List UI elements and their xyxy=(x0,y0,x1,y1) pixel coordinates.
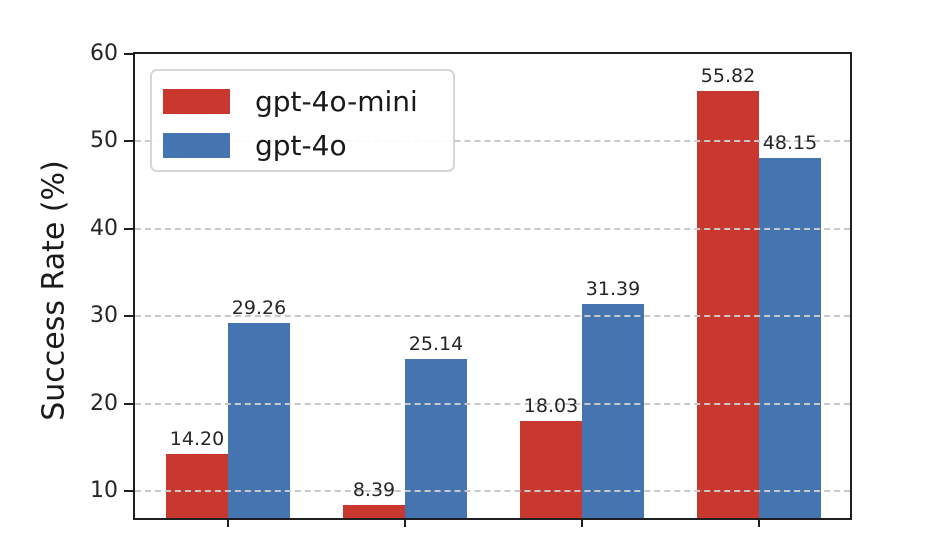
bar-gpt-4o-mini-group4 xyxy=(697,90,759,518)
bar-value-label-gpt-4o-mini-group3: 18.03 xyxy=(523,394,579,417)
bar-gpt-4o-group4 xyxy=(759,157,821,518)
x-tick-mark-2 xyxy=(581,520,583,527)
bar-gpt-4o-mini-group3 xyxy=(520,420,582,518)
bar-value-label-gpt-4o-group2: 25.14 xyxy=(408,332,464,355)
y-tick-label-50: 50 xyxy=(90,128,118,154)
bar-value-label-gpt-4o-mini-group4: 55.82 xyxy=(700,64,756,87)
y-tick-mark-60 xyxy=(124,53,133,55)
bar-gpt-4o-mini-group2 xyxy=(343,504,405,518)
gridline-20 xyxy=(135,402,850,405)
legend: gpt-4o-mini gpt-4o xyxy=(150,69,455,172)
y-tick-mark-40 xyxy=(124,227,133,230)
bar-gpt-4o-group3 xyxy=(582,304,644,518)
gridline-40 xyxy=(135,227,850,230)
gridline-10 xyxy=(135,489,850,492)
legend-swatch-red xyxy=(163,88,230,114)
bar-gpt-4o-mini-group1 xyxy=(166,454,228,518)
legend-item-gpt-4o-mini: gpt-4o-mini xyxy=(163,79,453,123)
y-tick-label-20: 20 xyxy=(90,390,118,416)
y-tick-label-40: 40 xyxy=(90,215,118,241)
y-tick-mark-20 xyxy=(124,402,133,405)
bar-value-label-gpt-4o-group3: 31.39 xyxy=(585,278,641,300)
plot-area: 14.20 8.39 18.03 55.82 29.26 25.14 31.39 48.15 xyxy=(133,52,852,520)
x-tick-mark-1 xyxy=(404,520,406,527)
legend-swatch-blue xyxy=(163,132,230,158)
legend-item-gpt-4o: gpt-4o xyxy=(163,123,453,167)
gridline-30 xyxy=(135,315,850,318)
legend-label-gpt-4o-mini: gpt-4o-mini xyxy=(255,84,418,118)
y-tick-label-30: 30 xyxy=(90,303,118,329)
y-tick-mark-30 xyxy=(124,315,133,318)
bar-value-label-gpt-4o-group4: 48.15 xyxy=(762,131,818,154)
x-tick-mark-0 xyxy=(227,520,229,527)
bar-value-label-gpt-4o-mini-group1: 14.20 xyxy=(169,428,225,451)
bar-value-label-gpt-4o-group1: 29.26 xyxy=(231,296,287,319)
bar-value-label-gpt-4o-mini-group2: 8.39 xyxy=(352,478,396,501)
y-tick-label-60: 60 xyxy=(90,41,118,66)
y-tick-mark-50 xyxy=(124,140,133,143)
y-tick-label-10: 10 xyxy=(90,477,118,503)
gridline-50 xyxy=(135,140,850,143)
x-tick-mark-3 xyxy=(758,520,760,527)
y-tick-mark-10 xyxy=(124,489,133,492)
legend-label-gpt-4o: gpt-4o xyxy=(255,128,347,162)
bar-gpt-4o-group1 xyxy=(228,322,290,518)
